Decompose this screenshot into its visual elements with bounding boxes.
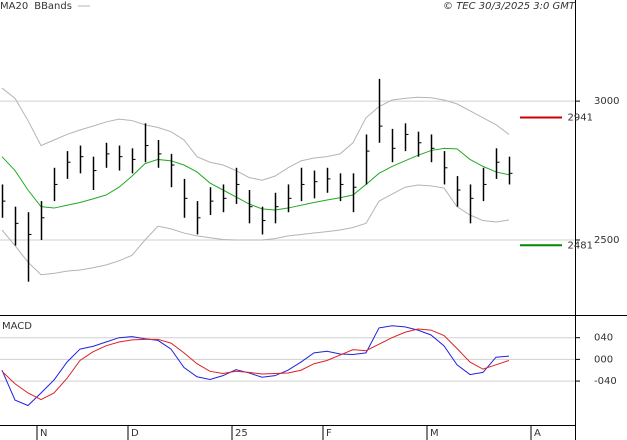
x-tick-label: F <box>326 428 332 439</box>
x-tick-label: N <box>40 428 47 439</box>
band-lower <box>1 184 510 276</box>
legend-label: MA20 <box>0 1 28 12</box>
x-tick-label: 25 <box>235 428 248 439</box>
x-tick-label: D <box>131 428 139 439</box>
legend-label: BBands <box>34 1 72 12</box>
copyright: © TEC 30/3/2025 3:0 GMT <box>443 1 576 12</box>
y-tick-label: 040 <box>594 333 613 344</box>
macd-line <box>1 325 510 407</box>
y-tick-label: -040 <box>594 376 617 387</box>
x-tick-label: M <box>430 428 439 439</box>
level-label: 2941 <box>568 113 593 124</box>
level-label: 2481 <box>568 240 593 251</box>
macd-line <box>1 328 510 401</box>
y-tick-label: 3000 <box>594 96 619 107</box>
ma-line <box>1 147 510 211</box>
x-tick-label: A <box>534 428 541 439</box>
y-tick-label: 000 <box>594 354 613 365</box>
macd-title: MACD <box>2 321 32 332</box>
band-upper <box>1 87 510 181</box>
y-tick-label: 2500 <box>594 235 619 246</box>
